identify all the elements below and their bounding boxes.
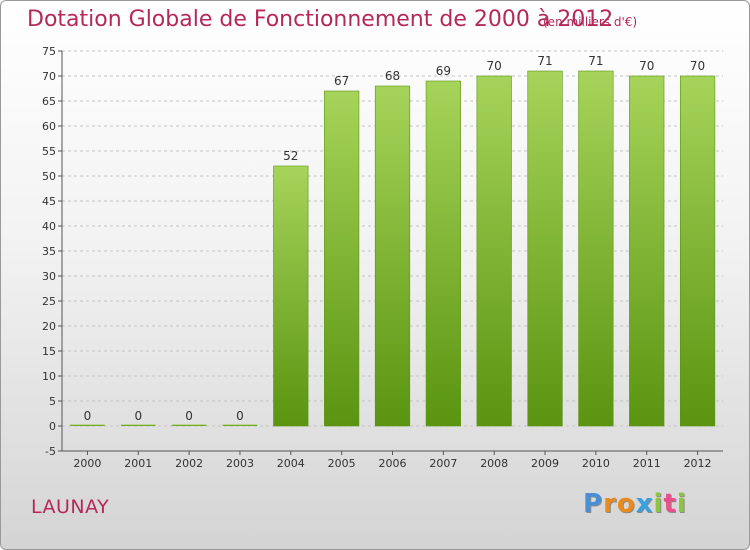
- data-label-2000: 0: [84, 409, 92, 423]
- y-tick-label: 15: [42, 345, 56, 358]
- y-tick-label: 55: [42, 145, 56, 158]
- bar-2007: [425, 80, 461, 427]
- data-label-2012: 70: [690, 59, 705, 73]
- y-tick-label: 60: [42, 120, 56, 133]
- y-tick-label: 75: [42, 45, 56, 58]
- axes: -5 0 5 10 15 20 25 30 35 40 45 50 55 60 65 70 75 2000 2001…: [42, 45, 723, 470]
- data-label-2008: 70: [487, 59, 502, 73]
- bar-2002: [171, 424, 207, 426]
- y-tick-label: 45: [42, 195, 56, 208]
- bar-2008: [476, 75, 512, 427]
- logo-letter: o: [616, 489, 636, 519]
- y-tick-label: 35: [42, 245, 56, 258]
- bar-2011: [629, 75, 665, 427]
- y-tick-label: -5: [45, 445, 56, 458]
- data-label-2002: 0: [185, 409, 193, 423]
- bar-2006: [374, 85, 411, 427]
- bar-2004: [273, 165, 309, 427]
- data-label-2009: 71: [537, 54, 552, 68]
- x-tick-label-2003: 2003: [226, 457, 254, 470]
- y-tick-label: 70: [42, 70, 56, 83]
- x-tick-label-2006: 2006: [379, 457, 407, 470]
- chart-title: Dotation Globale de Fonctionnement de 20…: [27, 7, 614, 32]
- proxiti-logo: Proxiti: [583, 489, 687, 519]
- logo-letter: i: [653, 489, 664, 519]
- x-tick-label-2005: 2005: [328, 457, 356, 470]
- logo-letter: i: [676, 489, 687, 519]
- x-tick-label-2007: 2007: [429, 457, 457, 470]
- data-labels: 0 0 0 0 52 67 68 69 70 71 71 70 70: [84, 54, 706, 423]
- logo-letter: t: [663, 489, 677, 519]
- x-tick-label-2004: 2004: [277, 457, 305, 470]
- y-tick-label: 40: [42, 220, 56, 233]
- data-label-2011: 70: [639, 59, 654, 73]
- x-tick-label-2009: 2009: [531, 457, 559, 470]
- data-label-2001: 0: [134, 409, 142, 423]
- x-tick-label-2001: 2001: [124, 457, 152, 470]
- data-label-2005: 67: [334, 74, 349, 88]
- logo-letter: r: [603, 489, 617, 519]
- data-label-2010: 71: [588, 54, 603, 68]
- logo-letter: P: [583, 489, 604, 519]
- x-tick-label-2011: 2011: [633, 457, 661, 470]
- bar-2009: [527, 70, 563, 427]
- bar-2003: [222, 424, 258, 426]
- data-label-2007: 69: [436, 64, 451, 78]
- place-name: LAUNAY: [31, 496, 110, 518]
- logo-letter: x: [635, 489, 654, 519]
- y-tick-label: 30: [42, 270, 56, 283]
- y-tick-label: 5: [49, 395, 56, 408]
- x-tick-label-2000: 2000: [73, 457, 101, 470]
- y-tick-label: 25: [42, 295, 56, 308]
- data-label-2004: 52: [283, 149, 298, 163]
- bar-2001: [120, 424, 156, 426]
- chart-subtitle: (en milliers d'€): [543, 15, 638, 29]
- bars: [70, 70, 716, 427]
- y-tick-label: 65: [42, 95, 56, 108]
- data-label-2003: 0: [236, 409, 244, 423]
- y-tick-label: 10: [42, 370, 56, 383]
- bar-2000: [70, 424, 105, 426]
- y-tick-label: 0: [49, 420, 56, 433]
- x-tick-label-2012: 2012: [684, 457, 712, 470]
- x-tick-label-2002: 2002: [175, 457, 203, 470]
- x-tick-label-2010: 2010: [582, 457, 610, 470]
- data-label-2006: 68: [385, 69, 400, 83]
- bar-2005: [324, 90, 360, 427]
- x-tick-label-2008: 2008: [480, 457, 508, 470]
- bar-2012: [679, 75, 716, 427]
- y-tick-label: 50: [42, 170, 56, 183]
- bar-2010: [578, 70, 614, 427]
- y-tick-label: 20: [42, 320, 56, 333]
